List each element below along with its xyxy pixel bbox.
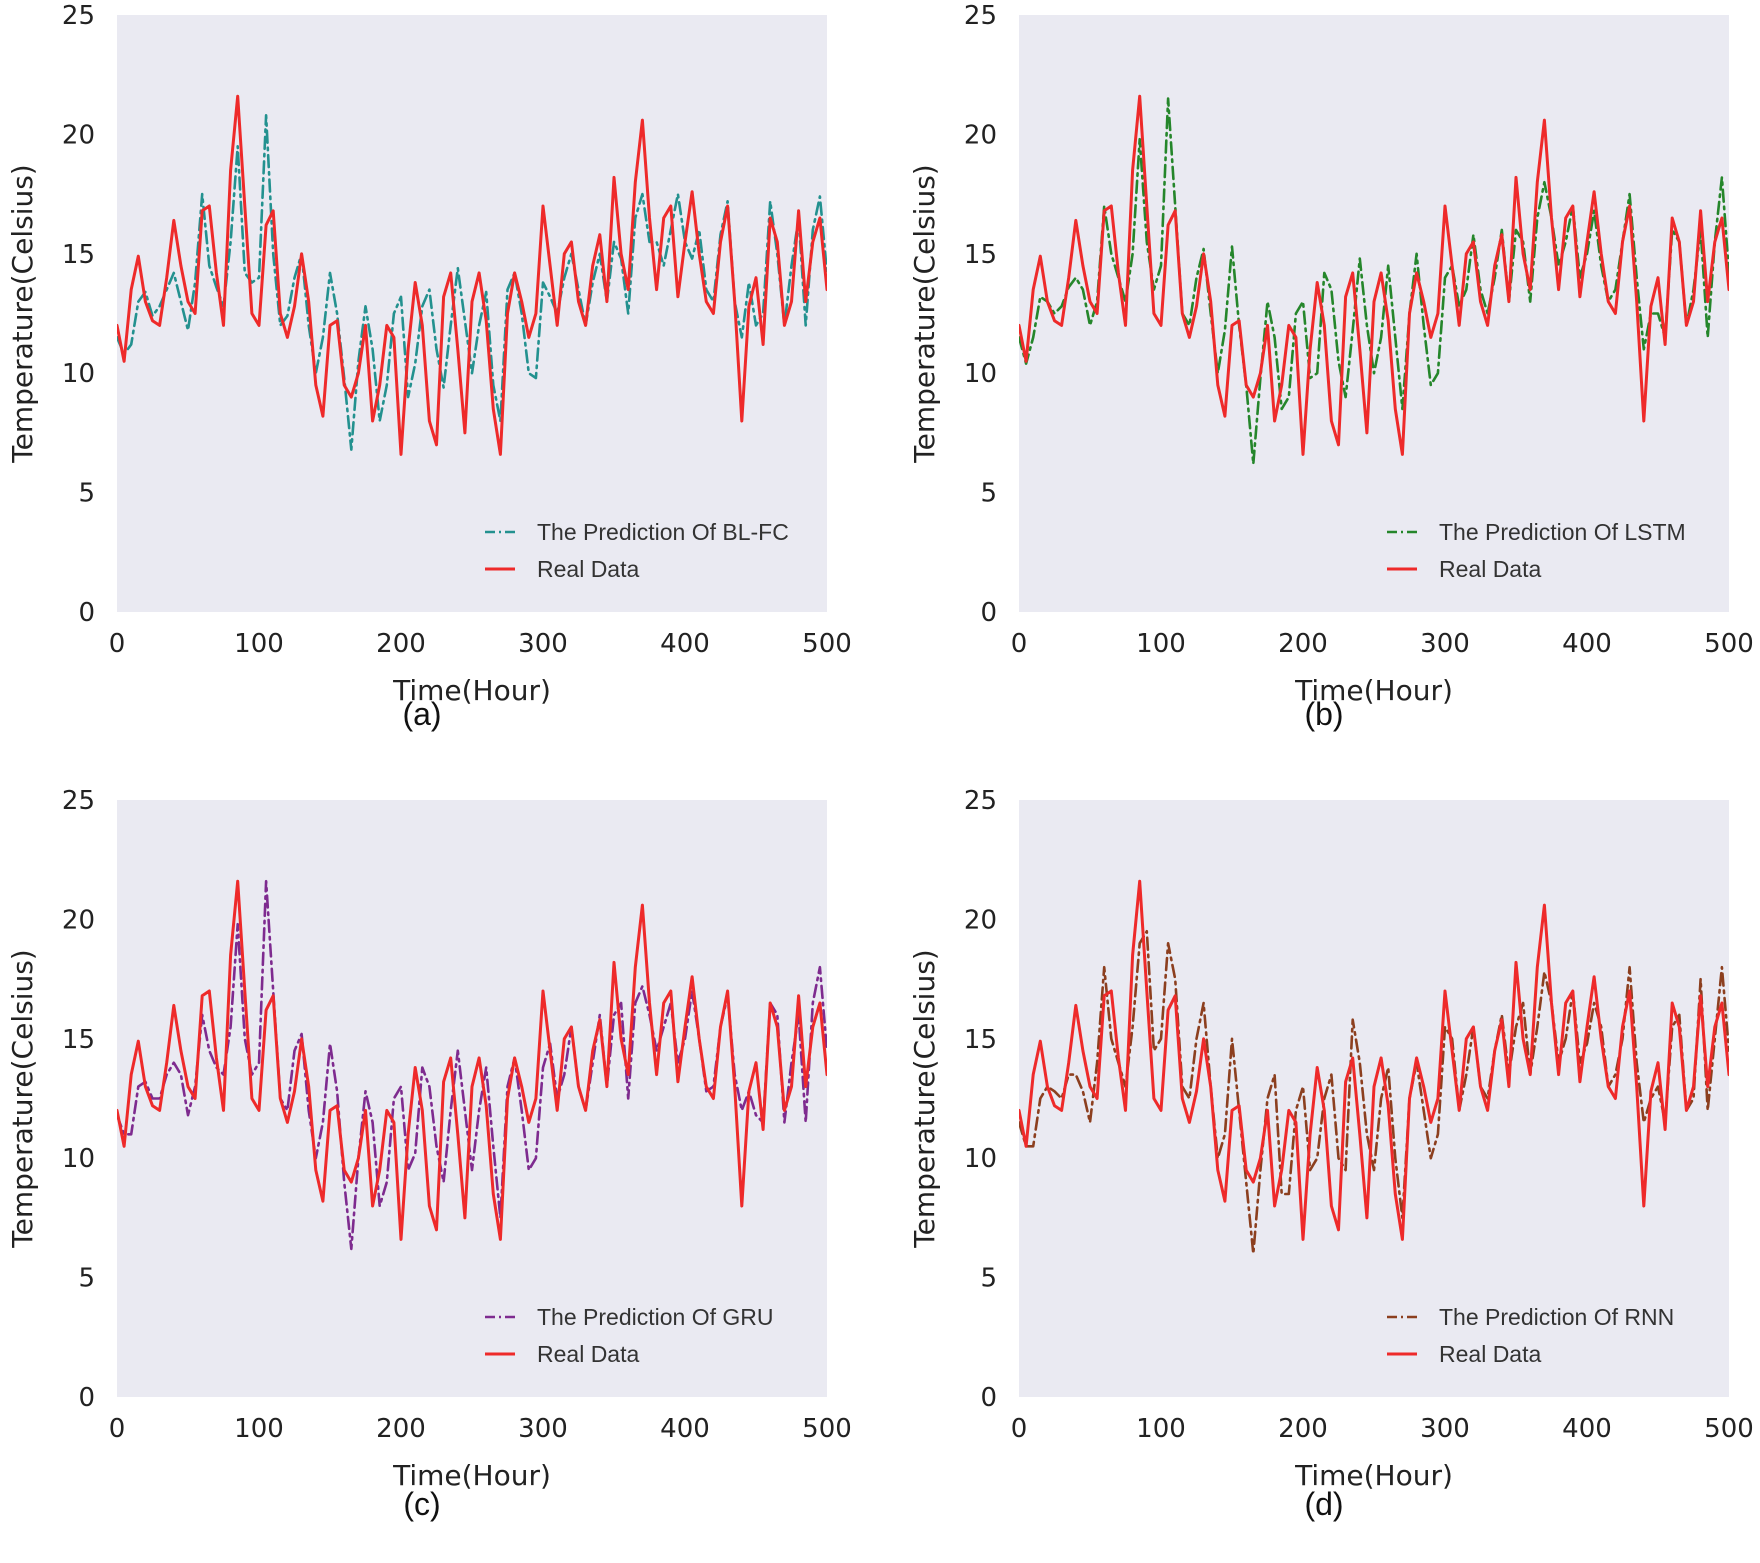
y-tick-label: 25 [62, 1, 95, 31]
x-tick-label: 0 [109, 629, 126, 659]
x-tick-label: 200 [1278, 1414, 1328, 1444]
legend-label: Real Data [537, 556, 639, 582]
y-tick-label: 10 [964, 359, 997, 389]
series-line-real-data [117, 94, 827, 456]
y-tick-label: 10 [964, 1144, 997, 1174]
y-axis-label: Temperature(Celsius) [6, 164, 39, 463]
y-axis-label: Temperature(Celsius) [908, 164, 941, 463]
x-tick-label: 400 [1562, 629, 1612, 659]
y-tick-label: 0 [78, 598, 95, 628]
x-axis-label: Time(Hour) [392, 674, 551, 707]
y-tick-label: 5 [78, 1264, 95, 1294]
y-tick-label: 20 [964, 120, 997, 150]
x-tick-label: 400 [660, 1414, 710, 1444]
x-tick-label: 200 [376, 629, 426, 659]
x-tick-label: 0 [1011, 629, 1028, 659]
chart-panel-2: 0 5 10 15 20 25 0 100 200 300 400 500 Time(Hour) Temp… [908, 1, 1754, 732]
x-tick-label: 100 [234, 1414, 284, 1444]
x-tick-label: 100 [1136, 629, 1186, 659]
y-tick-label: 25 [964, 1, 997, 31]
series-line-prediction [1019, 929, 1729, 1255]
series-line-prediction [117, 114, 827, 451]
x-tick-label: 100 [1136, 1414, 1186, 1444]
legend-label: Real Data [1439, 1341, 1541, 1367]
y-tick-label: 20 [62, 120, 95, 150]
y-tick-label: 10 [62, 1144, 95, 1174]
chart-panel-1: 0 5 10 15 20 25 0 100 200 300 400 500 Time(Hour) Temp… [6, 1, 852, 732]
legend: The Prediction Of LSTM Real Data [1387, 519, 1686, 582]
legend-label: Real Data [537, 1341, 639, 1367]
y-tick-label: 25 [964, 786, 997, 816]
y-tick-label: 5 [78, 479, 95, 509]
y-tick-label: 15 [964, 240, 997, 270]
panel-caption: (a) [402, 696, 441, 732]
y-tick-label: 0 [980, 598, 997, 628]
y-tick-label: 25 [62, 786, 95, 816]
x-tick-label: 0 [109, 1414, 126, 1444]
x-tick-label: 200 [376, 1414, 426, 1444]
y-tick-label: 20 [62, 905, 95, 935]
x-tick-label: 100 [234, 629, 284, 659]
y-tick-label: 10 [62, 359, 95, 389]
x-tick-label: 500 [1704, 629, 1754, 659]
legend: The Prediction Of GRU Real Data [485, 1304, 773, 1367]
x-tick-label: 400 [660, 629, 710, 659]
legend-label: The Prediction Of GRU [537, 1304, 773, 1330]
y-tick-label: 5 [980, 1264, 997, 1294]
x-tick-label: 200 [1278, 629, 1328, 659]
x-axis-label: Time(Hour) [392, 1459, 551, 1492]
panel-caption: (d) [1304, 1486, 1343, 1522]
y-axis-label: Temperature(Celsius) [6, 949, 39, 1248]
x-tick-label: 500 [802, 1414, 852, 1444]
legend-label: The Prediction Of BL-FC [537, 519, 789, 545]
chart-panel-4: 0 5 10 15 20 25 0 100 200 300 400 500 Time(Hour) Temp… [908, 786, 1754, 1522]
series-line-real-data [117, 879, 827, 1241]
legend-label: The Prediction Of RNN [1439, 1304, 1674, 1330]
y-tick-label: 15 [62, 240, 95, 270]
x-tick-label: 500 [1704, 1414, 1754, 1444]
y-tick-label: 0 [78, 1383, 95, 1413]
x-tick-label: 300 [518, 629, 568, 659]
x-tick-label: 300 [1420, 629, 1470, 659]
legend-label: Real Data [1439, 556, 1541, 582]
series-line-prediction [1019, 97, 1729, 466]
legend: The Prediction Of RNN Real Data [1387, 1304, 1674, 1367]
y-tick-label: 15 [964, 1025, 997, 1055]
x-tick-label: 400 [1562, 1414, 1612, 1444]
x-tick-label: 0 [1011, 1414, 1028, 1444]
series-line-real-data [1019, 94, 1729, 456]
y-tick-label: 0 [980, 1383, 997, 1413]
legend: The Prediction Of BL-FC Real Data [485, 519, 789, 582]
x-tick-label: 300 [518, 1414, 568, 1444]
y-tick-label: 15 [62, 1025, 95, 1055]
y-tick-label: 20 [964, 905, 997, 935]
x-axis-label: Time(Hour) [1294, 1459, 1453, 1492]
y-tick-label: 5 [980, 479, 997, 509]
x-tick-label: 500 [802, 629, 852, 659]
panel-caption: (b) [1304, 696, 1343, 732]
y-axis-label: Temperature(Celsius) [908, 949, 941, 1248]
chart-panel-3: 0 5 10 15 20 25 0 100 200 300 400 500 Time(Hour) Temp… [6, 786, 852, 1522]
x-tick-label: 300 [1420, 1414, 1470, 1444]
x-axis-label: Time(Hour) [1294, 674, 1453, 707]
series-line-real-data [1019, 879, 1729, 1241]
panel-caption: (c) [403, 1486, 440, 1522]
legend-label: The Prediction Of LSTM [1439, 519, 1686, 545]
